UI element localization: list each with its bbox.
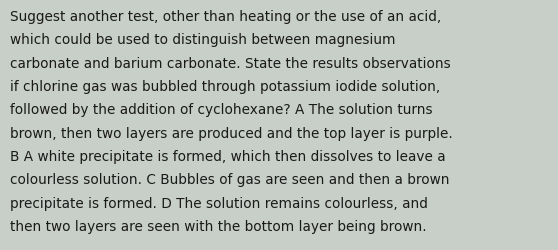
Text: then two layers are seen with the bottom layer being brown.: then two layers are seen with the bottom… xyxy=(10,219,427,233)
Text: brown, then two layers are produced and the top layer is purple.: brown, then two layers are produced and … xyxy=(10,126,453,140)
Text: colourless solution. C Bubbles of gas are seen and then a brown: colourless solution. C Bubbles of gas ar… xyxy=(10,173,450,187)
Text: precipitate is formed. D The solution remains colourless, and: precipitate is formed. D The solution re… xyxy=(10,196,428,210)
Text: carbonate and barium carbonate. State the results observations: carbonate and barium carbonate. State th… xyxy=(10,56,451,70)
Text: followed by the addition of cyclohexane? A The solution turns: followed by the addition of cyclohexane?… xyxy=(10,103,432,117)
Text: Suggest another test, other than heating or the use of an acid,: Suggest another test, other than heating… xyxy=(10,10,441,24)
Text: B A white precipitate is formed, which then dissolves to leave a: B A white precipitate is formed, which t… xyxy=(10,150,446,164)
Text: if chlorine gas was bubbled through potassium iodide solution,: if chlorine gas was bubbled through pota… xyxy=(10,80,440,94)
Text: which could be used to distinguish between magnesium: which could be used to distinguish betwe… xyxy=(10,33,396,47)
